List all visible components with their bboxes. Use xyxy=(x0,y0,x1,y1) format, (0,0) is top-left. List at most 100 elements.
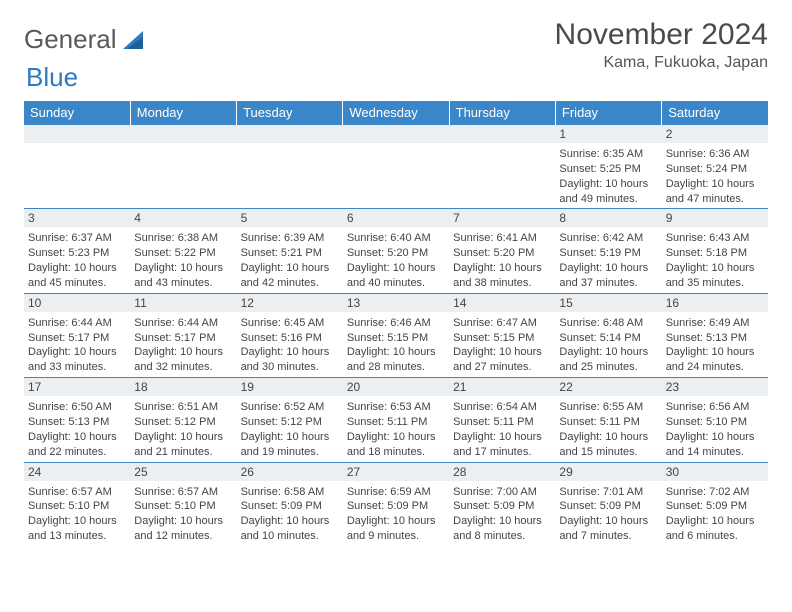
daylight-text: Daylight: 10 hours and 49 minutes. xyxy=(559,177,657,207)
daylight-text: Daylight: 10 hours and 38 minutes. xyxy=(453,261,551,291)
daylight-text: Daylight: 10 hours and 13 minutes. xyxy=(28,514,126,544)
day-content-cell: Sunrise: 6:52 AMSunset: 5:12 PMDaylight:… xyxy=(237,396,343,462)
daylight-text: Daylight: 10 hours and 35 minutes. xyxy=(666,261,764,291)
sunset-text: Sunset: 5:18 PM xyxy=(666,246,764,261)
day-content-cell: Sunrise: 7:00 AMSunset: 5:09 PMDaylight:… xyxy=(449,481,555,546)
sunset-text: Sunset: 5:10 PM xyxy=(666,415,764,430)
day-content-cell: Sunrise: 6:54 AMSunset: 5:11 PMDaylight:… xyxy=(449,396,555,462)
day-content-cell: Sunrise: 6:40 AMSunset: 5:20 PMDaylight:… xyxy=(343,227,449,293)
daylight-text: Daylight: 10 hours and 10 minutes. xyxy=(241,514,339,544)
day-content-cell: Sunrise: 6:42 AMSunset: 5:19 PMDaylight:… xyxy=(555,227,661,293)
calendar-body: 12Sunrise: 6:35 AMSunset: 5:25 PMDayligh… xyxy=(24,125,768,546)
day-header-row: Sunday Monday Tuesday Wednesday Thursday… xyxy=(24,101,768,125)
sunset-text: Sunset: 5:12 PM xyxy=(134,415,232,430)
daylight-text: Daylight: 10 hours and 37 minutes. xyxy=(559,261,657,291)
col-header: Sunday xyxy=(24,101,130,125)
day-content-cell: Sunrise: 6:48 AMSunset: 5:14 PMDaylight:… xyxy=(555,312,661,378)
day-number-cell: 7 xyxy=(449,209,555,228)
day-content-cell: Sunrise: 6:41 AMSunset: 5:20 PMDaylight:… xyxy=(449,227,555,293)
daylight-text: Daylight: 10 hours and 22 minutes. xyxy=(28,430,126,460)
sunset-text: Sunset: 5:14 PM xyxy=(559,331,657,346)
sunset-text: Sunset: 5:13 PM xyxy=(28,415,126,430)
day-content-row: Sunrise: 6:50 AMSunset: 5:13 PMDaylight:… xyxy=(24,396,768,462)
daylight-text: Daylight: 10 hours and 45 minutes. xyxy=(28,261,126,291)
sunset-text: Sunset: 5:09 PM xyxy=(559,499,657,514)
sunrise-text: Sunrise: 6:40 AM xyxy=(347,231,445,246)
sunrise-text: Sunrise: 7:00 AM xyxy=(453,485,551,500)
sunset-text: Sunset: 5:09 PM xyxy=(241,499,339,514)
day-number-cell: 13 xyxy=(343,293,449,312)
day-number-cell: 24 xyxy=(24,462,130,481)
day-number-cell: 2 xyxy=(662,125,768,144)
daylight-text: Daylight: 10 hours and 30 minutes. xyxy=(241,345,339,375)
day-content-cell xyxy=(237,143,343,209)
sunset-text: Sunset: 5:20 PM xyxy=(453,246,551,261)
sunset-text: Sunset: 5:09 PM xyxy=(453,499,551,514)
daylight-text: Daylight: 10 hours and 43 minutes. xyxy=(134,261,232,291)
col-header: Monday xyxy=(130,101,236,125)
day-number-cell: 3 xyxy=(24,209,130,228)
day-number-cell: 14 xyxy=(449,293,555,312)
sunrise-text: Sunrise: 6:39 AM xyxy=(241,231,339,246)
day-number-row: 12 xyxy=(24,125,768,144)
day-number-cell: 10 xyxy=(24,293,130,312)
day-content-cell: Sunrise: 6:56 AMSunset: 5:10 PMDaylight:… xyxy=(662,396,768,462)
day-content-cell xyxy=(130,143,236,209)
sunset-text: Sunset: 5:19 PM xyxy=(559,246,657,261)
sunrise-text: Sunrise: 6:47 AM xyxy=(453,316,551,331)
calendar-table: Sunday Monday Tuesday Wednesday Thursday… xyxy=(24,101,768,546)
daylight-text: Daylight: 10 hours and 42 minutes. xyxy=(241,261,339,291)
day-content-cell: Sunrise: 6:38 AMSunset: 5:22 PMDaylight:… xyxy=(130,227,236,293)
daylight-text: Daylight: 10 hours and 25 minutes. xyxy=(559,345,657,375)
day-number-cell: 15 xyxy=(555,293,661,312)
daylight-text: Daylight: 10 hours and 40 minutes. xyxy=(347,261,445,291)
daylight-text: Daylight: 10 hours and 47 minutes. xyxy=(666,177,764,207)
sunrise-text: Sunrise: 6:43 AM xyxy=(666,231,764,246)
day-number-cell: 28 xyxy=(449,462,555,481)
day-number-cell: 22 xyxy=(555,378,661,397)
sunrise-text: Sunrise: 6:55 AM xyxy=(559,400,657,415)
sunset-text: Sunset: 5:21 PM xyxy=(241,246,339,261)
sunset-text: Sunset: 5:11 PM xyxy=(453,415,551,430)
sunset-text: Sunset: 5:16 PM xyxy=(241,331,339,346)
daylight-text: Daylight: 10 hours and 32 minutes. xyxy=(134,345,232,375)
sunrise-text: Sunrise: 6:46 AM xyxy=(347,316,445,331)
sunset-text: Sunset: 5:15 PM xyxy=(453,331,551,346)
sunset-text: Sunset: 5:20 PM xyxy=(347,246,445,261)
day-content-cell: Sunrise: 6:47 AMSunset: 5:15 PMDaylight:… xyxy=(449,312,555,378)
sunrise-text: Sunrise: 6:52 AM xyxy=(241,400,339,415)
daylight-text: Daylight: 10 hours and 27 minutes. xyxy=(453,345,551,375)
day-content-cell: Sunrise: 6:39 AMSunset: 5:21 PMDaylight:… xyxy=(237,227,343,293)
day-content-cell: Sunrise: 6:50 AMSunset: 5:13 PMDaylight:… xyxy=(24,396,130,462)
day-content-cell: Sunrise: 6:57 AMSunset: 5:10 PMDaylight:… xyxy=(24,481,130,546)
daylight-text: Daylight: 10 hours and 8 minutes. xyxy=(453,514,551,544)
day-content-row: Sunrise: 6:44 AMSunset: 5:17 PMDaylight:… xyxy=(24,312,768,378)
daylight-text: Daylight: 10 hours and 19 minutes. xyxy=(241,430,339,460)
sunrise-text: Sunrise: 6:51 AM xyxy=(134,400,232,415)
sunrise-text: Sunrise: 6:54 AM xyxy=(453,400,551,415)
daylight-text: Daylight: 10 hours and 12 minutes. xyxy=(134,514,232,544)
day-content-cell: Sunrise: 6:37 AMSunset: 5:23 PMDaylight:… xyxy=(24,227,130,293)
sunset-text: Sunset: 5:11 PM xyxy=(559,415,657,430)
title-block: November 2024 Kama, Fukuoka, Japan xyxy=(555,18,768,72)
day-content-row: Sunrise: 6:57 AMSunset: 5:10 PMDaylight:… xyxy=(24,481,768,546)
day-content-cell: Sunrise: 6:55 AMSunset: 5:11 PMDaylight:… xyxy=(555,396,661,462)
sunrise-text: Sunrise: 6:44 AM xyxy=(28,316,126,331)
day-number-row: 10111213141516 xyxy=(24,293,768,312)
daylight-text: Daylight: 10 hours and 17 minutes. xyxy=(453,430,551,460)
sunrise-text: Sunrise: 6:44 AM xyxy=(134,316,232,331)
sunset-text: Sunset: 5:25 PM xyxy=(559,162,657,177)
daylight-text: Daylight: 10 hours and 18 minutes. xyxy=(347,430,445,460)
sunset-text: Sunset: 5:09 PM xyxy=(347,499,445,514)
sunrise-text: Sunrise: 6:50 AM xyxy=(28,400,126,415)
col-header: Thursday xyxy=(449,101,555,125)
brand-logo: General xyxy=(24,18,147,55)
location-text: Kama, Fukuoka, Japan xyxy=(555,54,768,72)
day-content-cell: Sunrise: 6:51 AMSunset: 5:12 PMDaylight:… xyxy=(130,396,236,462)
sunrise-text: Sunrise: 6:58 AM xyxy=(241,485,339,500)
day-number-cell: 1 xyxy=(555,125,661,144)
brand-word-1: General xyxy=(24,24,117,55)
sunrise-text: Sunrise: 6:35 AM xyxy=(559,147,657,162)
sunset-text: Sunset: 5:17 PM xyxy=(28,331,126,346)
sunset-text: Sunset: 5:11 PM xyxy=(347,415,445,430)
